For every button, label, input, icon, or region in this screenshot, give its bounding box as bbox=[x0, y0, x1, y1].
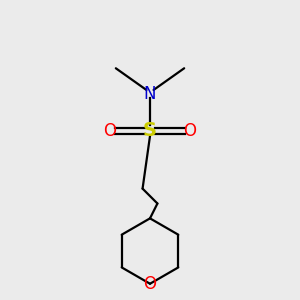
Text: N: N bbox=[144, 85, 156, 103]
Text: O: O bbox=[143, 275, 157, 293]
Text: O: O bbox=[103, 122, 116, 140]
Text: O: O bbox=[184, 122, 196, 140]
Text: S: S bbox=[143, 121, 157, 140]
